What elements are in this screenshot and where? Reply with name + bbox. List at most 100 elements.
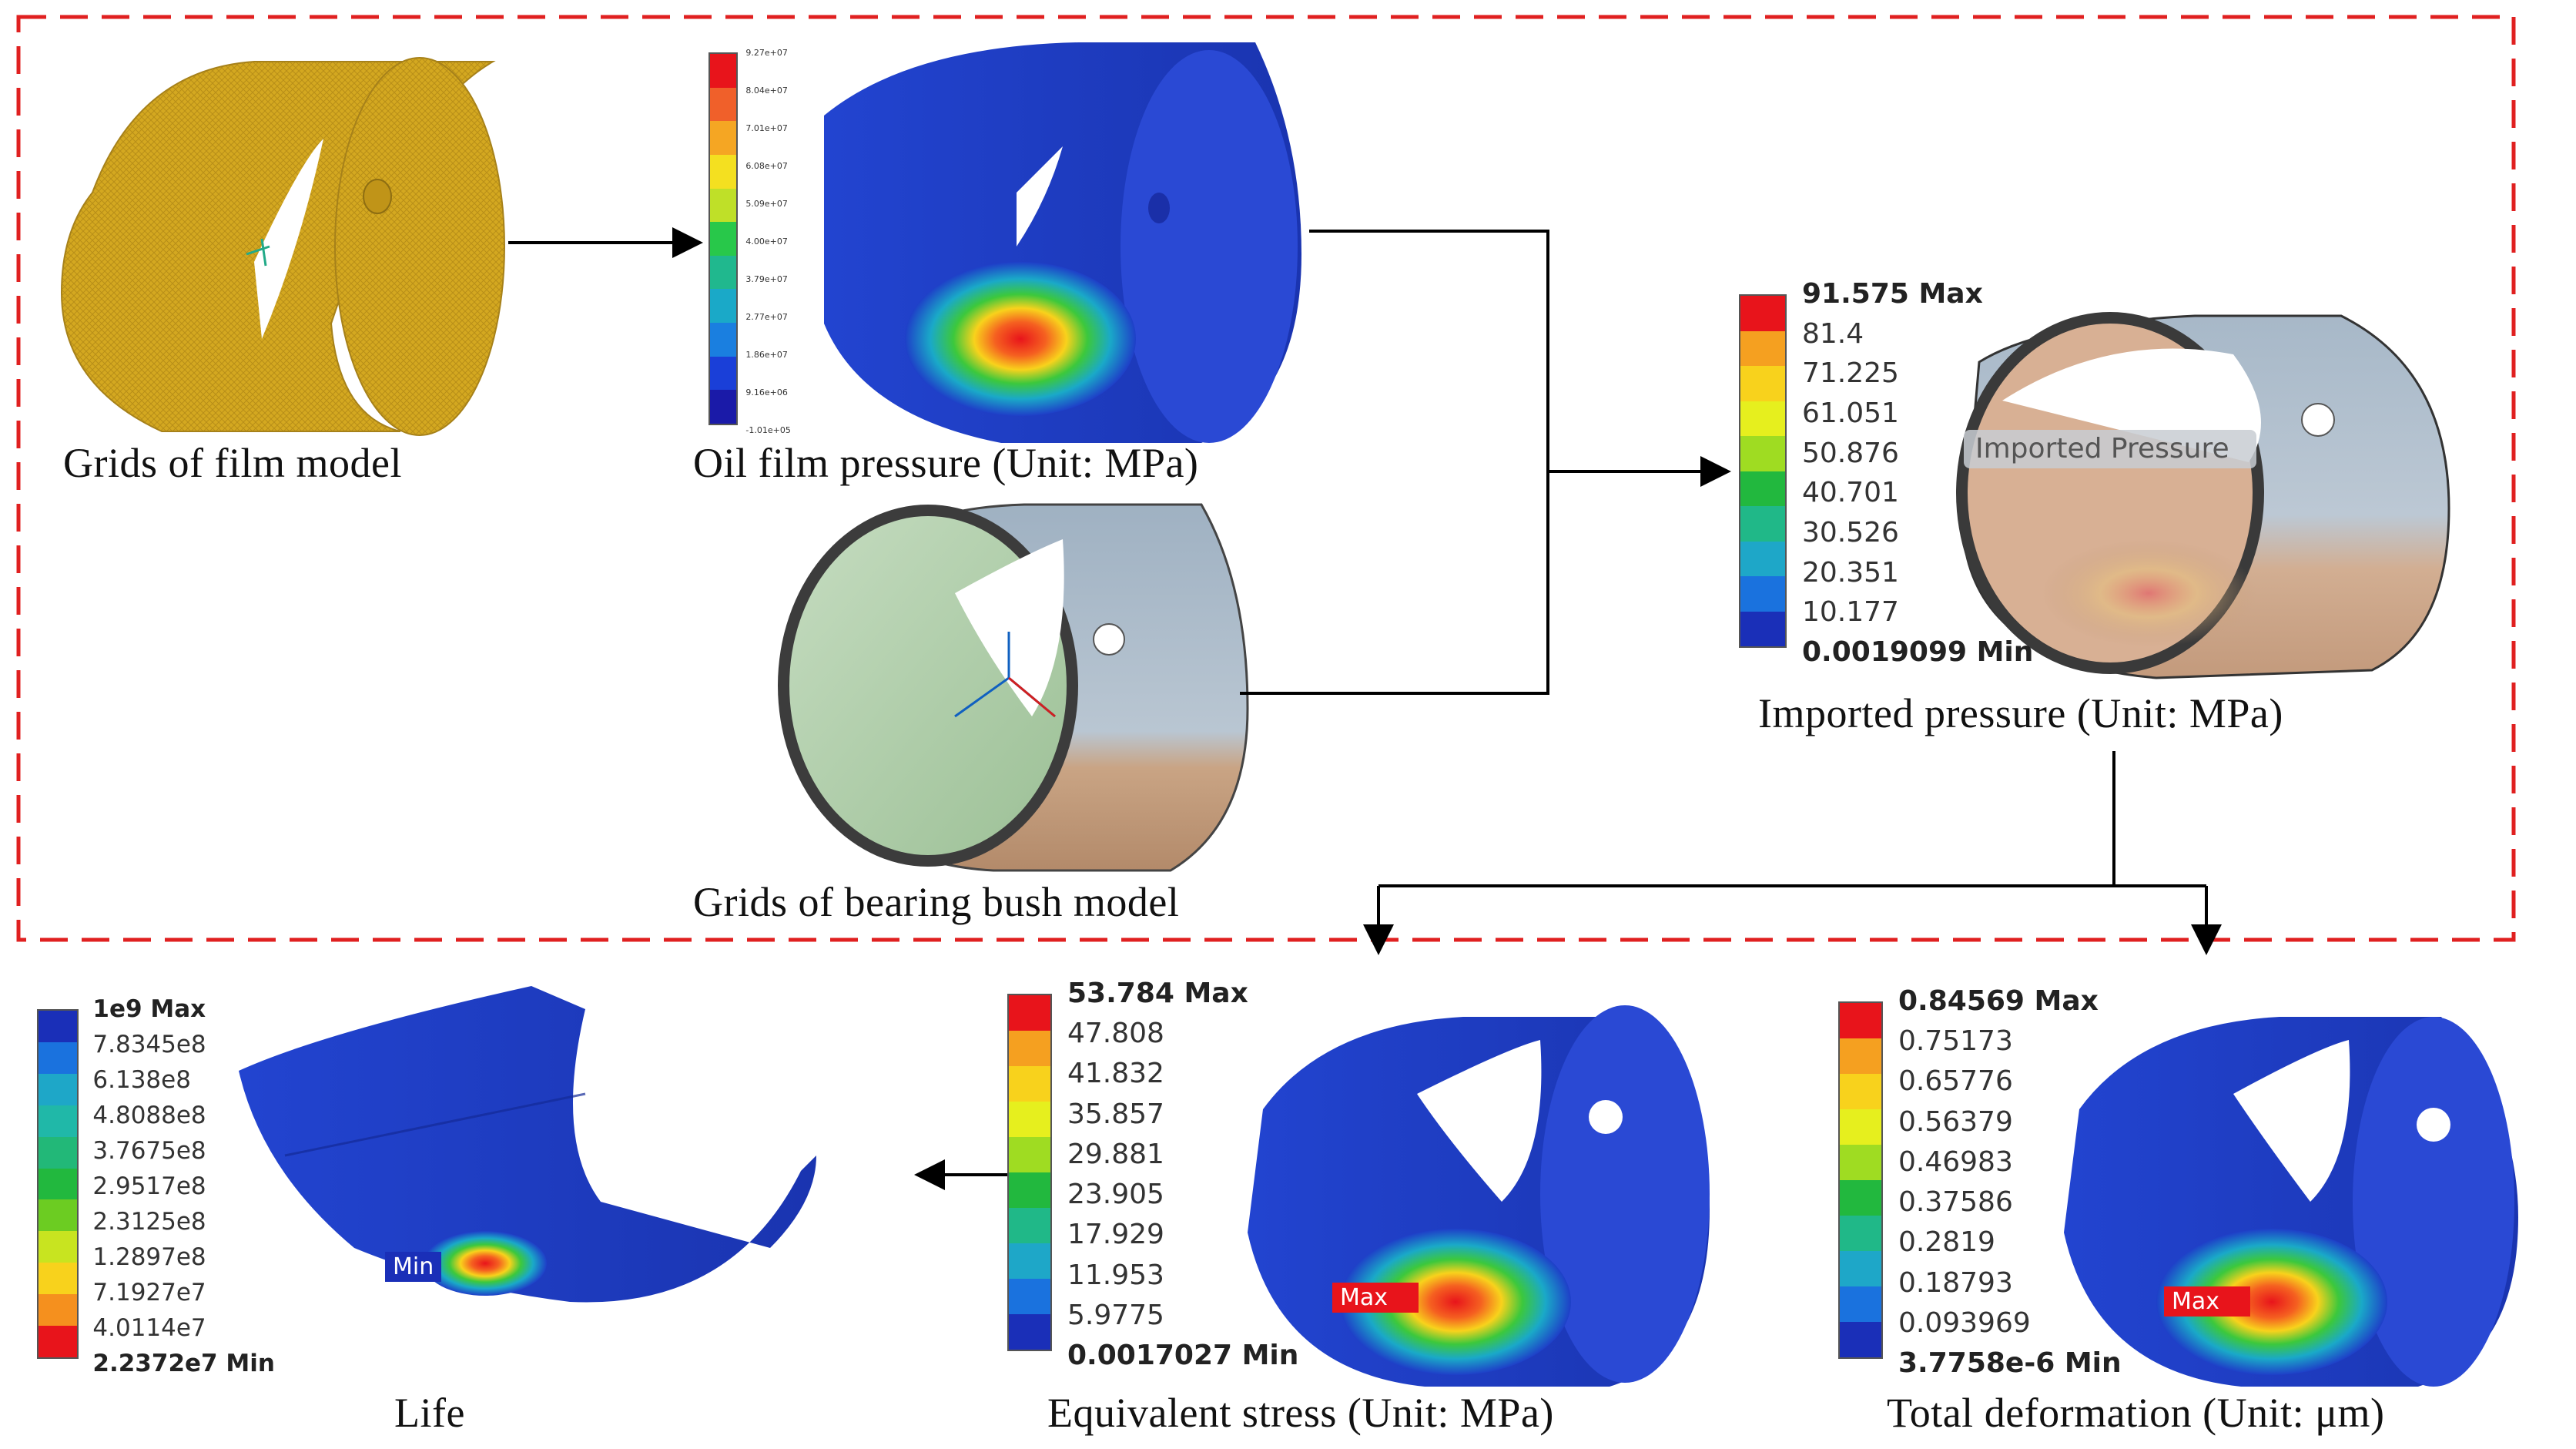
oil_pressure-color-segment — [710, 188, 736, 223]
oil_pressure-color-segment — [710, 87, 736, 122]
life-color-segment — [39, 1073, 77, 1105]
caption-stress: Equivalent stress (Unit: MPa) — [1047, 1390, 1554, 1436]
stress-model — [1248, 1005, 1710, 1387]
imported-pressure-tag: Imported Pressure — [1975, 433, 2229, 465]
imported_pressure-color-segment — [1740, 366, 1785, 401]
oil_pressure-color-segment — [710, 121, 736, 155]
imported_pressure-color-segment — [1740, 506, 1785, 542]
oil_pressure-legend-label: 4.00e+07 — [745, 236, 788, 247]
oil_pressure-color-segment — [710, 390, 736, 424]
deformation-legend-label: 0.46983 — [1898, 1145, 2013, 1178]
life-color-segment — [39, 1136, 77, 1169]
oil_pressure-legend-label: 9.16e+06 — [745, 387, 788, 397]
deformation-legend-label: 0.56379 — [1898, 1105, 2013, 1138]
life-legend-label: 2.3125e8 — [92, 1207, 206, 1236]
oil_pressure-legend-label: 6.08e+07 — [745, 160, 788, 171]
deformation-color-segment — [1840, 1251, 1881, 1286]
caption-bush-grid: Grids of bearing bush model — [693, 879, 1180, 925]
life-color-segment — [39, 1168, 77, 1200]
life-color-segment — [39, 1231, 77, 1263]
oil_pressure-legend-label: 5.09e+07 — [745, 198, 788, 209]
caption-imported-pressure: Imported pressure (Unit: MPa) — [1758, 690, 2283, 736]
stress-color-segment — [1009, 1102, 1050, 1137]
imported_pressure-legend-label: 30.526 — [1802, 517, 1899, 548]
imported_pressure-color-segment — [1740, 436, 1785, 471]
oil-pressure-model — [824, 42, 1301, 443]
stress-color-segment — [1009, 995, 1050, 1031]
deformation-legend-label: 0.093969 — [1898, 1306, 2031, 1339]
imported_pressure-legend-label: 50.876 — [1802, 437, 1899, 469]
deformation-color-segment — [1840, 1322, 1881, 1357]
life-color-segment — [39, 1263, 77, 1295]
deformation-legend-label: 0.2819 — [1898, 1226, 1995, 1259]
deformation-legend-label: 0.18793 — [1898, 1266, 2013, 1299]
stress-legend-label: 23.905 — [1067, 1179, 1164, 1211]
deformation-color-segment — [1840, 1216, 1881, 1251]
stress-max-tag: Max — [1332, 1283, 1419, 1313]
film-mesh-model — [60, 57, 505, 436]
life-legend-label: 3.7675e8 — [92, 1136, 206, 1165]
deformation-legend-label: 0.65776 — [1898, 1065, 2013, 1098]
caption-oil-pressure: Oil film pressure (Unit: MPa) — [693, 440, 1199, 486]
life-color-segment — [39, 1294, 77, 1327]
life-legend-label: 1e9 Max — [92, 995, 206, 1023]
imported_pressure-legend-label: 61.051 — [1802, 397, 1899, 429]
imported_pressure-legend-label: 10.177 — [1802, 596, 1899, 629]
stress-legend-label: 0.0017027 Min — [1067, 1340, 1299, 1371]
deformation-legend-label: 0.37586 — [1898, 1186, 2013, 1219]
oil_pressure-legend-label: 9.27e+07 — [745, 47, 788, 58]
oil_pressure-legend-label: 3.79e+07 — [745, 273, 788, 284]
life-legend-label: 2.2372e7 Min — [92, 1349, 275, 1377]
stress-color-segment — [1009, 1314, 1050, 1350]
stress-legend-label: 29.881 — [1067, 1138, 1164, 1170]
imported_pressure-legend-label: 40.701 — [1802, 477, 1899, 509]
oil_pressure-color-segment — [710, 356, 736, 391]
imported-pressure-model — [1956, 312, 2450, 679]
stress-color-segment — [1009, 1243, 1050, 1279]
life-legend-label: 2.9517e8 — [92, 1172, 206, 1200]
deformation-legend-label: 0.75173 — [1898, 1025, 2013, 1058]
stress-legend-label: 53.784 Max — [1067, 978, 1248, 1009]
stress-color-segment — [1009, 1137, 1050, 1172]
imported_pressure-color-segment — [1740, 541, 1785, 576]
life-legend-label: 1.2897e8 — [92, 1243, 206, 1271]
connectors — [508, 227, 2222, 1190]
oil_pressure-color-segment — [710, 289, 736, 323]
stress-legend-label: 11.953 — [1067, 1259, 1164, 1291]
imported_pressure-legend-label: 0.0019099 Min — [1802, 636, 2034, 668]
stress-legend-label: 35.857 — [1067, 1098, 1164, 1130]
oil_pressure-legend-label: -1.01e+05 — [745, 424, 791, 435]
imported_pressure-color-segment — [1740, 611, 1785, 646]
life-legend-label: 6.138e8 — [92, 1065, 191, 1094]
imported_pressure-color-bar — [1739, 294, 1787, 648]
oil_pressure-legend-label: 7.01e+07 — [745, 122, 788, 133]
deformation-color-segment — [1840, 1180, 1881, 1216]
stress-color-segment — [1009, 1031, 1050, 1066]
life-color-segment — [39, 1105, 77, 1137]
stress-legend-label: 5.9775 — [1067, 1299, 1164, 1331]
oil_pressure-legend-label: 1.86e+07 — [745, 349, 788, 360]
bearing-bush-model — [778, 503, 1249, 872]
deformation-color-segment — [1840, 1038, 1881, 1074]
stress-color-segment — [1009, 1172, 1050, 1208]
imported_pressure-legend-label: 71.225 — [1802, 357, 1899, 390]
deformation-color-segment — [1840, 1003, 1881, 1038]
oil_pressure-color-segment — [710, 323, 736, 357]
stress-legend-label: 17.929 — [1067, 1219, 1164, 1251]
oil_pressure-color-segment — [710, 154, 736, 189]
imported_pressure-legend-label: 20.351 — [1802, 556, 1899, 589]
life-color-segment — [39, 1041, 77, 1074]
caption-life: Life — [394, 1390, 465, 1436]
deformation-color-segment — [1840, 1109, 1881, 1145]
stress-color-segment — [1009, 1279, 1050, 1314]
caption-deformation: Total deformation (Unit: μm) — [1887, 1390, 2385, 1436]
deformation-model — [2064, 1017, 2518, 1387]
deformation-color-bar — [1838, 1001, 1883, 1359]
life-color-segment — [39, 1199, 77, 1232]
stress-color-bar — [1007, 994, 1052, 1351]
dashed-frame — [16, 15, 2516, 942]
oil_pressure-color-bar — [708, 52, 738, 425]
life-color-segment — [39, 1011, 77, 1042]
